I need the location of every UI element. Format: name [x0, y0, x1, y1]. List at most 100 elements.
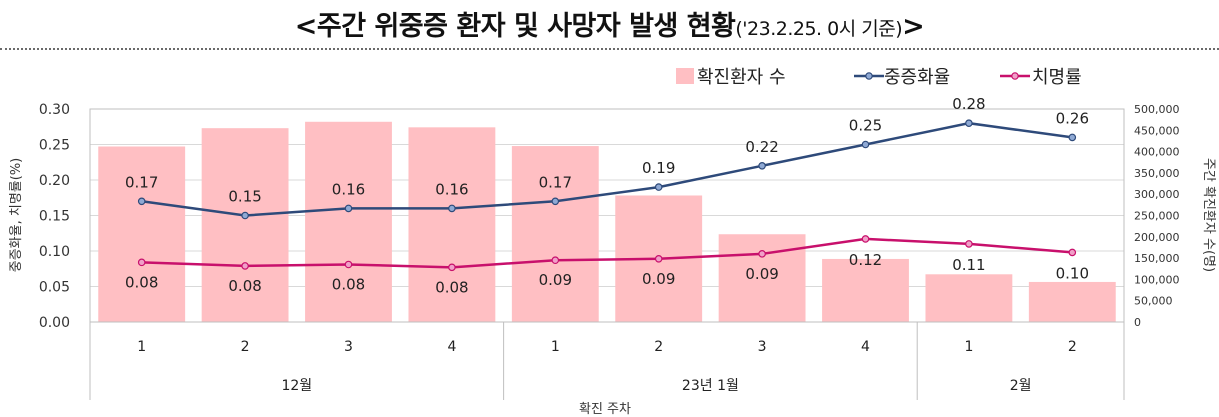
x-tick-label: 4	[447, 339, 456, 355]
right-tick-label: 300,000	[1134, 188, 1180, 201]
data-label: 0.08	[228, 277, 261, 295]
chart-title: <주간 위중증 환자 및 사망자 발생 현황('23.2.25. 0시 기준)>	[0, 4, 1219, 43]
bar	[201, 128, 289, 322]
series-point	[758, 250, 766, 258]
data-label: 0.09	[745, 265, 778, 283]
data-label: 0.28	[952, 95, 985, 113]
legend-swatch-bar	[676, 68, 694, 84]
right-tick-label: 0	[1134, 316, 1141, 329]
title-divider	[0, 48, 1219, 50]
x-axis: 1 2 3 4 1 2 3 4 1 2 12월 23년 1월 2월	[89, 322, 1125, 400]
left-tick-label: 0.20	[39, 173, 70, 189]
series-point	[1068, 248, 1077, 257]
data-label: 0.15	[228, 188, 261, 206]
y-axis-left-title: 중증화율, 치명률(%)	[9, 158, 24, 272]
bar	[511, 146, 599, 322]
bar-series	[98, 121, 1116, 323]
x-tick-label: 1	[551, 339, 560, 355]
data-label: 0.16	[435, 180, 468, 198]
right-tick-label: 450,000	[1134, 124, 1180, 137]
plot-frame	[89, 108, 1125, 323]
bar	[1028, 281, 1116, 322]
series-point	[965, 119, 973, 128]
series-line	[141, 237, 1073, 269]
bar	[408, 127, 496, 323]
line-series	[137, 119, 1077, 272]
series-line	[141, 121, 1073, 217]
series-point	[551, 256, 560, 265]
right-tick-label: 350,000	[1134, 167, 1180, 180]
legend-label: 확진환자 수	[697, 67, 786, 88]
y-axis-right-title: 주간 확진환자 수(명)	[1201, 158, 1216, 272]
right-tick-label: 250,000	[1134, 210, 1180, 223]
x-tick-label: 4	[861, 339, 870, 355]
left-tick-label: 0.05	[39, 280, 70, 296]
legend-swatch-marker	[865, 72, 873, 80]
x-tick-label: 1	[964, 339, 973, 355]
chart-title-close: >	[902, 11, 925, 42]
data-label: 0.16	[332, 180, 365, 198]
right-tick-label: 100,000	[1134, 273, 1180, 286]
series-point	[861, 235, 870, 243]
x-tick-label: 2	[654, 339, 663, 355]
series-point	[1068, 133, 1077, 142]
plot-border	[89, 108, 1125, 323]
data-label: 0.08	[332, 275, 365, 293]
data-label: 0.25	[849, 117, 882, 135]
left-tick-label: 0.30	[39, 102, 70, 118]
series-point	[448, 204, 456, 213]
series-point	[137, 197, 146, 206]
left-axis-ticks: 0.00 0.05 0.10 0.15 0.20 0.25 0.30	[39, 102, 70, 331]
series-point	[241, 211, 249, 220]
x-tick-label: 2	[241, 339, 250, 355]
bar	[925, 274, 1013, 322]
left-tick-label: 0.25	[39, 138, 70, 154]
series-point	[654, 255, 663, 263]
data-labels: 0.17 0.15 0.16 0.16 0.17 0.19 0.22 0.25 0.28 0.26…	[125, 95, 1089, 296]
x-group-label: 23년 1월	[682, 378, 739, 394]
x-tick-label: 3	[344, 339, 353, 355]
right-axis-ticks: 0 50,000 100,000 150,000 200,000 250,000 300,0…	[1134, 103, 1180, 329]
legend-swatch-marker	[1011, 72, 1019, 80]
x-group-label: 12월	[281, 378, 312, 394]
data-label: 0.11	[952, 256, 985, 274]
series-point	[344, 260, 353, 269]
series-point	[551, 197, 560, 206]
left-tick-label: 0.10	[39, 244, 70, 260]
series-point	[137, 258, 146, 267]
data-label: 0.17	[125, 173, 158, 191]
right-tick-label: 50,000	[1134, 295, 1173, 308]
series-point	[965, 240, 973, 248]
left-tick-label: 0.00	[39, 315, 70, 331]
bar	[822, 258, 909, 322]
series-point	[448, 263, 456, 272]
x-tick-label: 2	[1068, 339, 1077, 355]
data-label: 0.10	[1056, 264, 1089, 282]
data-label: 0.17	[539, 173, 572, 191]
x-group-label: 2월	[1010, 378, 1032, 394]
legend-label: 중증화율	[884, 67, 950, 88]
data-label: 0.12	[849, 251, 882, 269]
x-tick-label: 1	[137, 339, 146, 355]
bar	[98, 146, 186, 322]
data-label: 0.26	[1056, 109, 1089, 127]
series-point	[344, 204, 353, 213]
chart-title-sub: ('23.2.25. 0시 기준)	[735, 18, 903, 40]
x-axis-title: 확진 주차	[579, 402, 631, 417]
data-label: 0.19	[642, 159, 675, 177]
data-label: 0.09	[642, 270, 675, 288]
data-label: 0.08	[125, 273, 158, 291]
series-point	[241, 262, 249, 270]
series-point	[654, 183, 663, 191]
right-tick-label: 500,000	[1134, 103, 1180, 116]
legend: 확진환자 수 중증화율 치명률	[676, 67, 1082, 88]
data-label: 0.09	[539, 271, 572, 289]
series-point	[758, 162, 766, 170]
right-tick-label: 150,000	[1134, 252, 1180, 265]
series-point	[861, 140, 870, 149]
data-label: 0.08	[435, 278, 468, 296]
x-tick-label: 3	[758, 339, 767, 355]
legend-label: 치명률	[1032, 67, 1082, 88]
